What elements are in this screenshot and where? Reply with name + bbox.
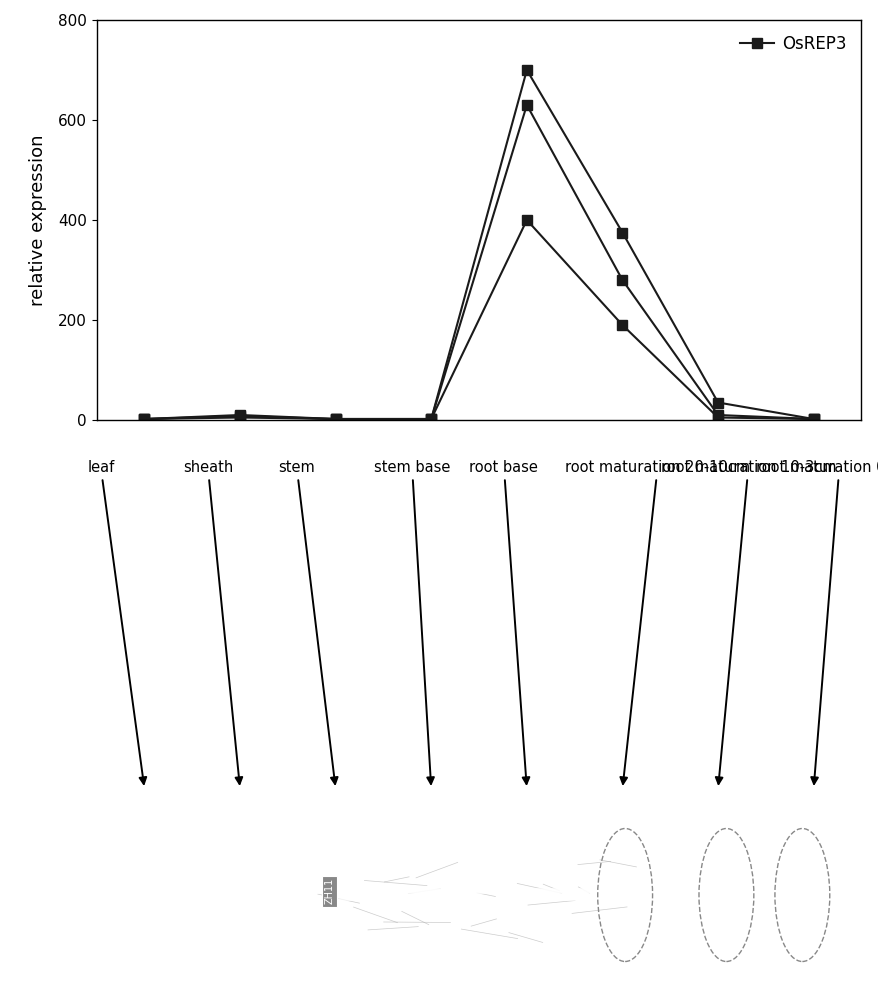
Text: ZH11: ZH11 (325, 878, 335, 904)
Text: sheath: sheath (183, 460, 242, 784)
Text: root maturation 20-10cm: root maturation 20-10cm (565, 460, 749, 784)
Legend: OsREP3: OsREP3 (733, 28, 853, 60)
Text: stem: stem (278, 460, 337, 784)
Text: root maturation 0-3cm: root maturation 0-3cm (755, 460, 878, 784)
Y-axis label: relative expression: relative expression (29, 134, 47, 306)
Text: root maturation 10-3cm: root maturation 10-3cm (660, 460, 835, 784)
Text: leaf: leaf (87, 460, 146, 784)
Text: root base: root base (469, 460, 537, 784)
Text: stem base: stem base (373, 460, 450, 784)
